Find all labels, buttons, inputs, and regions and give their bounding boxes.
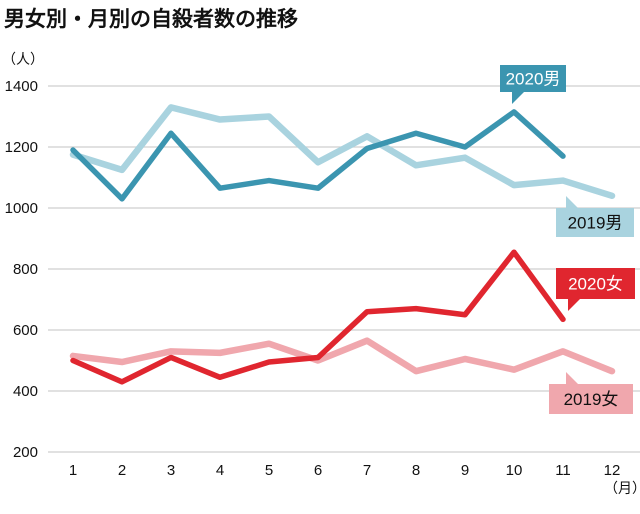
y-tick-label: 1400 xyxy=(5,78,38,95)
y-tick-label: 600 xyxy=(13,322,38,339)
series-line-2019女 xyxy=(69,337,616,375)
x-tick-label: 9 xyxy=(461,462,469,479)
x-tick-label: 4 xyxy=(216,462,224,479)
series-line-2020男 xyxy=(70,109,566,202)
y-tick-label: 1200 xyxy=(5,139,38,156)
chart-title: 男女別・月別の自殺者数の推移 xyxy=(4,7,298,31)
x-tick-label: 6 xyxy=(314,462,322,479)
x-tick-label: 3 xyxy=(167,462,175,479)
x-tick-label: 2 xyxy=(118,462,126,479)
y-axis-unit: （人） xyxy=(2,52,44,68)
series-label-2020男: 2020男 xyxy=(500,65,566,104)
svg-text:2020男: 2020男 xyxy=(506,70,561,89)
y-tick-label: 200 xyxy=(13,444,38,461)
svg-text:2019女: 2019女 xyxy=(564,390,619,409)
x-axis-unit: （月） xyxy=(604,481,640,497)
x-tick-label: 12 xyxy=(604,462,621,479)
svg-text:2020女: 2020女 xyxy=(568,275,623,294)
series-label-2019女: 2019女 xyxy=(549,372,633,414)
x-tick-label: 10 xyxy=(506,462,523,479)
x-tick-label: 7 xyxy=(363,462,371,479)
x-tick-label: 11 xyxy=(555,462,571,479)
series-label-2019男: 2019男 xyxy=(556,196,634,237)
x-tick-label: 8 xyxy=(412,462,420,479)
series-line-2019男 xyxy=(69,104,616,200)
x-tick-label: 1 xyxy=(69,462,77,479)
svg-text:2019男: 2019男 xyxy=(568,214,623,233)
series-line-2020女 xyxy=(70,249,566,385)
y-tick-label: 1000 xyxy=(5,200,38,217)
y-tick-label: 800 xyxy=(13,261,38,278)
series-label-2020女: 2020女 xyxy=(556,268,635,311)
x-tick-label: 5 xyxy=(265,462,273,479)
y-tick-label: 400 xyxy=(13,383,38,400)
